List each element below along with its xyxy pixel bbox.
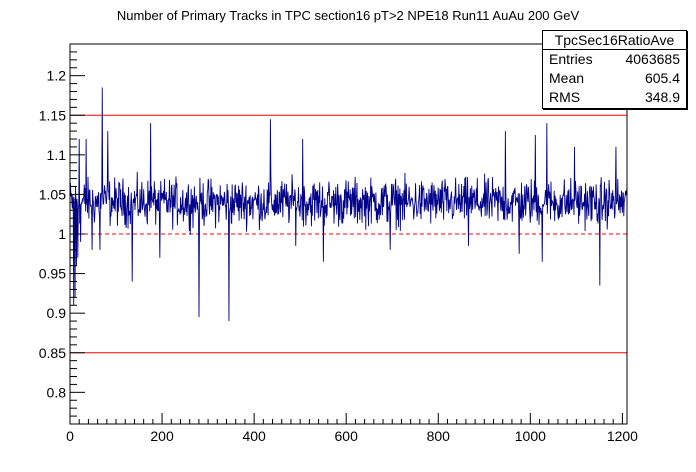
stats-mean-label: Mean [549, 70, 585, 86]
x-tick-label: 1200 [607, 428, 638, 444]
stats-mean-row: Mean 605.4 [543, 69, 686, 88]
y-tick-label: 0.9 [47, 305, 67, 321]
y-tick-label: 0.85 [39, 345, 66, 361]
x-tick-label: 1000 [515, 428, 546, 444]
chart-title: Number of Primary Tracks in TPC section1… [116, 8, 580, 23]
stats-entries-row: Entries 4063685 [543, 50, 686, 69]
y-tick-label: 1.05 [39, 186, 66, 202]
x-tick-label: 800 [427, 428, 451, 444]
x-tick-label: 200 [150, 428, 174, 444]
data-series [69, 87, 628, 322]
series-line [69, 87, 628, 322]
reference-lines [70, 114, 627, 354]
axes: 0 200 400 600 800 1000 1200 0.8 0.85 0.9 0.95 1 1.05… [39, 43, 638, 444]
stats-name: TpcSec16RatioAve [543, 31, 686, 50]
x-tick-label: 0 [66, 428, 74, 444]
stats-rms-value: 348.9 [644, 89, 680, 105]
stats-entries-value: 4063685 [625, 51, 680, 67]
x-tick-label: 600 [335, 428, 359, 444]
stats-rms-label: RMS [549, 89, 581, 105]
y-tick-label: 0.95 [39, 266, 66, 282]
stats-rms-row: RMS 348.9 [543, 88, 686, 107]
y-tick-label: 1.1 [47, 147, 67, 163]
y-tick-label: 1.15 [39, 107, 66, 123]
stats-mean-value: 605.4 [644, 70, 680, 86]
x-tick-label: 400 [242, 428, 266, 444]
y-tick-label: 1.2 [47, 68, 67, 84]
stats-box: TpcSec16RatioAve Entries 4063685 Mean 60… [542, 30, 687, 109]
y-tick-label: 1 [58, 226, 66, 242]
y-tick-label: 0.8 [47, 384, 67, 400]
stats-entries-label: Entries [549, 51, 593, 67]
